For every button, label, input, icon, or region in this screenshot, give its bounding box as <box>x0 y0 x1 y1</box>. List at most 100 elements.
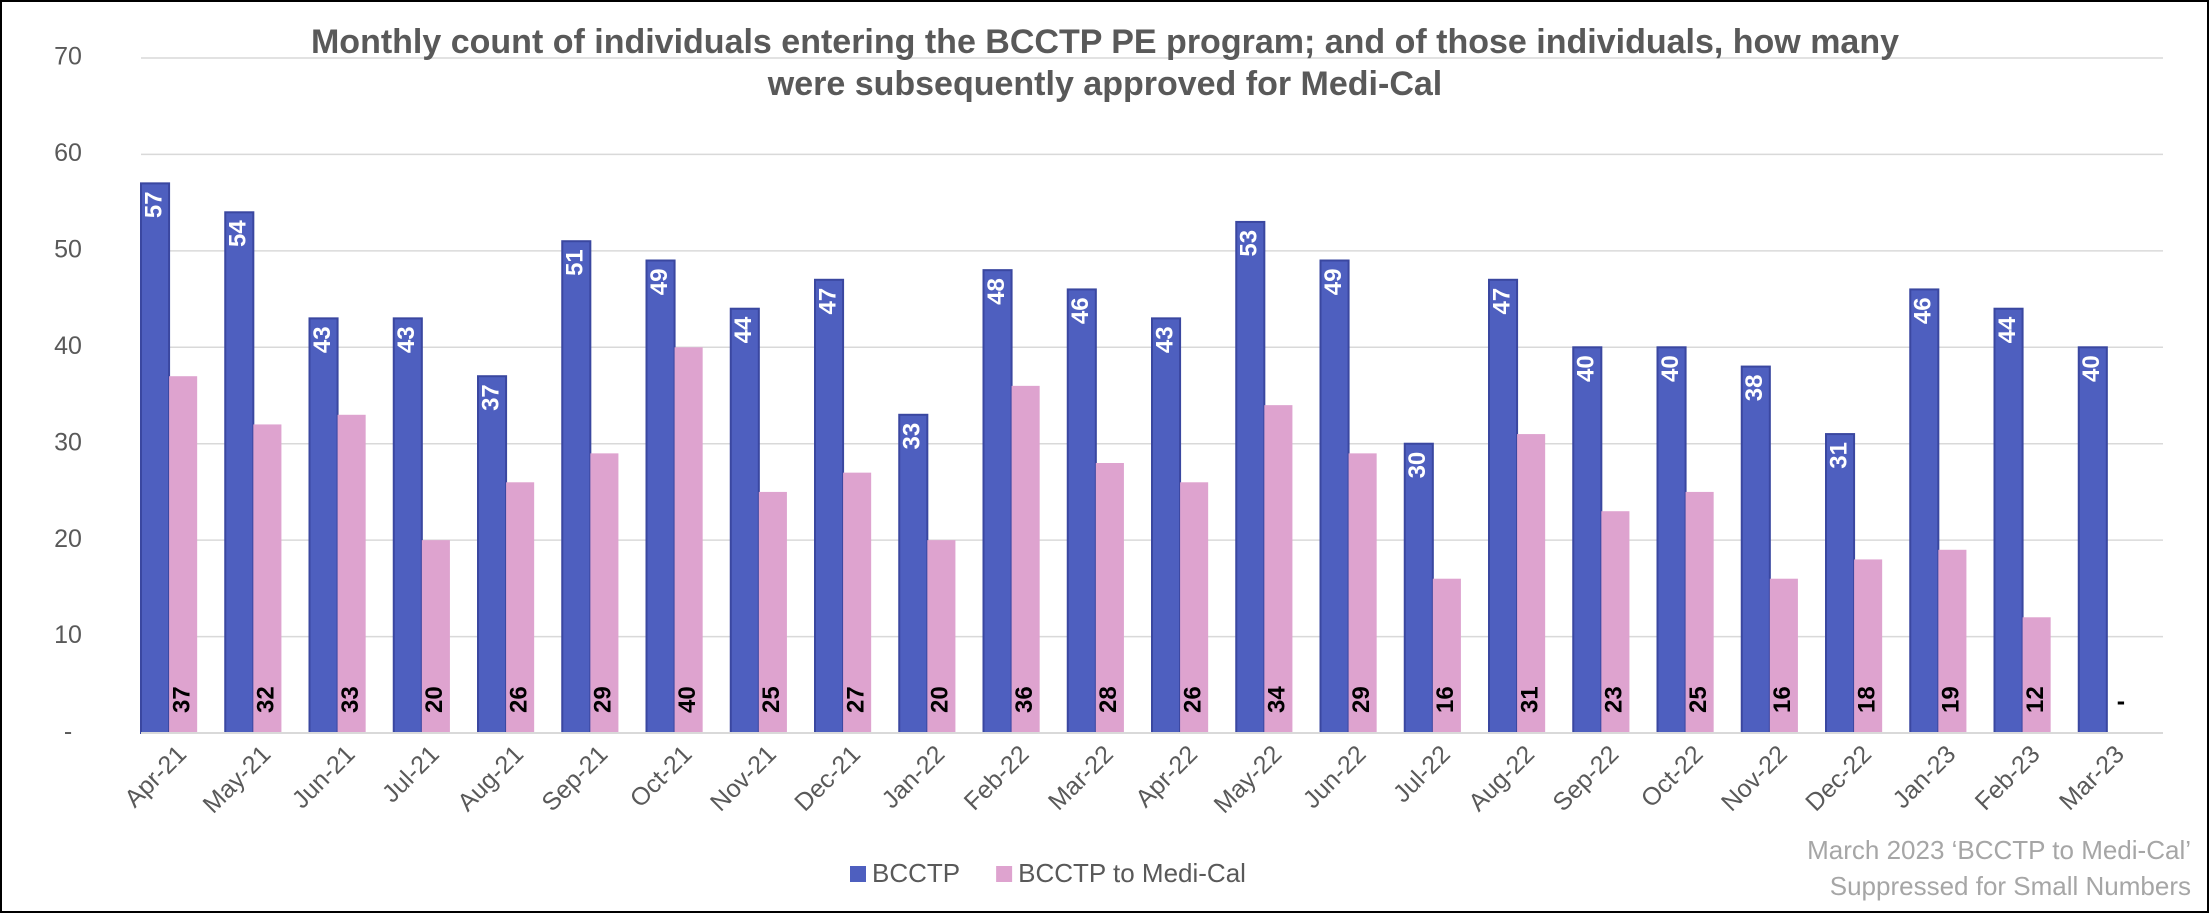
bar <box>1432 578 1461 733</box>
bar <box>2022 617 2051 733</box>
value-label: 54 <box>225 220 252 247</box>
bar <box>1938 549 1967 733</box>
bar <box>590 453 619 733</box>
bar <box>1517 434 1546 733</box>
value-label: 43 <box>393 326 420 353</box>
value-label: 46 <box>1910 297 1937 324</box>
value-label: 53 <box>1236 230 1263 257</box>
value-label: 40 <box>1573 355 1600 382</box>
bar <box>561 240 592 734</box>
y-tick-label: 60 <box>54 139 82 167</box>
value-label: - <box>2117 688 2125 716</box>
bar <box>2077 346 2108 734</box>
bar <box>1572 346 1603 734</box>
bar <box>1656 346 1687 734</box>
value-label: 43 <box>1151 326 1178 353</box>
value-label: 16 <box>1432 686 1459 713</box>
bar <box>392 317 423 734</box>
bar <box>140 182 171 735</box>
y-tick-label: - <box>64 718 72 746</box>
legend-swatch <box>996 866 1013 882</box>
bar <box>1854 559 1883 733</box>
y-tick-label: 50 <box>54 235 82 263</box>
bar <box>308 317 339 734</box>
y-tick-label: 70 <box>54 43 82 71</box>
bar <box>982 269 1013 734</box>
y-tick-label: 30 <box>54 428 82 456</box>
bar <box>645 259 676 734</box>
value-label: 47 <box>1488 288 1515 315</box>
bar <box>1403 442 1434 734</box>
value-label: 25 <box>758 686 785 713</box>
value-label: 40 <box>1657 355 1684 382</box>
annotation: Suppressed for Small Numbers <box>1830 871 2191 901</box>
value-label: 49 <box>646 269 673 296</box>
bar <box>1235 220 1266 735</box>
value-label: 46 <box>1067 297 1094 324</box>
bar <box>674 347 703 733</box>
bar <box>253 424 282 733</box>
value-label: 40 <box>674 686 701 713</box>
bar <box>1066 288 1097 734</box>
value-label: 20 <box>927 686 954 713</box>
value-label: 26 <box>505 686 532 713</box>
value-label: 29 <box>590 686 617 713</box>
bar <box>758 491 787 733</box>
legend-label: BCCTP <box>872 858 960 888</box>
value-label: 49 <box>1320 269 1347 296</box>
value-label: 26 <box>1179 686 1206 713</box>
value-label: 47 <box>814 288 841 315</box>
bar <box>1825 433 1856 734</box>
bar <box>169 376 198 733</box>
value-label: 31 <box>1516 686 1543 713</box>
value-label: 57 <box>140 191 167 218</box>
legend-label: BCCTP to Medi-Cal <box>1018 858 1246 888</box>
value-label: 37 <box>477 384 504 411</box>
bar <box>814 278 845 734</box>
bar <box>843 472 872 733</box>
bar <box>506 482 535 733</box>
value-label: 43 <box>309 326 336 353</box>
value-label: 33 <box>337 686 364 713</box>
bar <box>421 540 450 733</box>
value-label: 28 <box>1095 686 1122 713</box>
value-label: 40 <box>2078 355 2105 382</box>
bar <box>1264 405 1293 733</box>
value-label: 33 <box>899 423 926 450</box>
value-label: 16 <box>1769 686 1796 713</box>
value-label: 20 <box>421 686 448 713</box>
bar <box>1095 463 1124 733</box>
annotation: March 2023 ‘BCCTP to Medi-Cal’ <box>1807 835 2191 865</box>
value-label: 30 <box>1404 452 1431 479</box>
bar <box>1488 278 1519 734</box>
chart-title: Monthly count of individuals entering th… <box>311 23 1899 61</box>
bar <box>1319 259 1350 734</box>
legend-swatch <box>850 866 866 882</box>
value-label: 48 <box>983 278 1010 305</box>
bar <box>1740 365 1771 734</box>
value-label: 36 <box>1011 686 1038 713</box>
value-label: 44 <box>730 316 757 343</box>
bar <box>1909 288 1940 734</box>
value-label: 12 <box>2022 686 2049 713</box>
bar <box>477 375 508 734</box>
bar <box>1685 491 1714 733</box>
value-label: 38 <box>1741 375 1768 402</box>
value-label: 34 <box>1264 686 1291 713</box>
value-label: 27 <box>842 686 869 713</box>
value-label: 18 <box>1853 686 1880 713</box>
bar <box>1993 307 2024 734</box>
bar <box>1011 385 1040 733</box>
value-label: 25 <box>1685 686 1712 713</box>
y-tick-label: 20 <box>54 525 82 553</box>
value-label: 51 <box>562 249 589 276</box>
bar <box>224 211 255 735</box>
value-label: 19 <box>1938 686 1965 713</box>
value-label: 29 <box>1348 686 1375 713</box>
chart-title: were subsequently approved for Medi-Cal <box>767 65 1442 103</box>
value-label: 44 <box>1994 316 2021 343</box>
y-tick-label: 10 <box>54 621 82 649</box>
y-tick-label: 40 <box>54 332 82 360</box>
bar <box>337 414 366 733</box>
